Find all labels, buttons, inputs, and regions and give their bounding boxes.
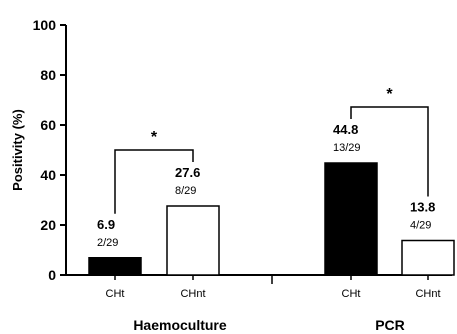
significance-marker: * (386, 86, 393, 103)
category-label: CHt (106, 288, 125, 300)
bar-haemoculture-chnt (166, 205, 220, 276)
y-tick-label: 0 (48, 267, 56, 283)
bar-labels: 6.9 2/29 CHt 27.6 8/29 CHnt Haemoculture 44.8 13… (97, 122, 441, 333)
significance-brackets: ** (114, 86, 429, 214)
category-label: CHt (342, 288, 361, 300)
count-label: 2/29 (97, 237, 118, 249)
y-axis-ticks: 0 20 40 60 80 100 (33, 17, 66, 283)
value-label: 6.9 (97, 217, 115, 232)
category-label: CHnt (180, 288, 205, 300)
bar-pcr-chnt (401, 239, 455, 276)
value-label: 27.6 (175, 165, 200, 180)
y-tick-label: 60 (40, 117, 56, 133)
bar-pcr-cht (324, 162, 378, 276)
category-label: CHnt (415, 288, 440, 300)
value-label: 13.8 (410, 200, 435, 215)
count-label: 4/29 (410, 220, 431, 232)
value-label: 44.8 (333, 122, 358, 137)
bar-haemoculture-cht (88, 257, 142, 276)
axes (65, 25, 452, 284)
y-tick-label: 100 (33, 17, 57, 33)
y-tick-label: 80 (40, 67, 56, 83)
significance-bracket (114, 149, 194, 214)
significance-bracket (350, 106, 429, 197)
y-tick-label: 20 (40, 217, 56, 233)
y-tick-label: 40 (40, 167, 56, 183)
count-label: 13/29 (333, 142, 361, 154)
group-label: PCR (375, 317, 405, 333)
significance-marker: * (151, 129, 158, 146)
y-axis-label: Positivity (%) (10, 109, 25, 191)
group-label: Haemoculture (133, 317, 227, 333)
bars (88, 162, 455, 276)
count-label: 8/29 (175, 185, 196, 197)
